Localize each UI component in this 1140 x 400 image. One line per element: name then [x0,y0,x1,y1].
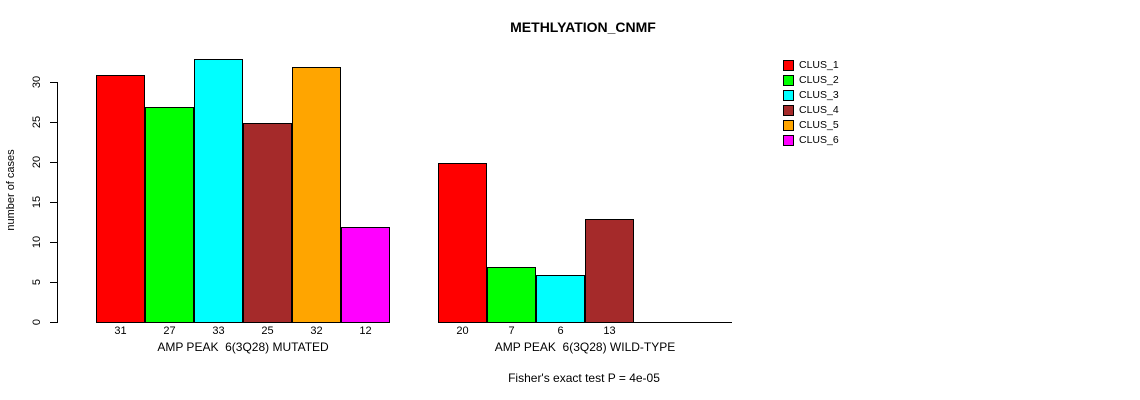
y-tick [50,282,57,283]
bar [341,227,390,323]
bar [243,123,292,323]
y-tick [50,82,57,83]
y-tick-label: 5 [31,278,43,286]
legend-label: CLUS_2 [799,74,839,87]
zero-bar [634,322,683,323]
footnote: Fisher's exact test P = 4e-05 [508,371,660,385]
bar-value-label: 13 [603,325,616,337]
legend-label: CLUS_4 [799,104,839,117]
y-axis-line [57,82,58,323]
bar [194,59,243,323]
chart-title: METHLYATION_CNMF [510,19,656,35]
y-tick-label: 25 [31,115,43,129]
legend-swatch [783,90,794,101]
bar [145,107,194,323]
legend-swatch [783,135,794,146]
y-tick [50,162,57,163]
bar-value-label: 33 [212,325,225,337]
legend: CLUS_1 CLUS_2 CLUS_3 CLUS_4 CLUS_5 CLUS_6 [783,58,839,148]
legend-label: CLUS_5 [799,119,839,132]
legend-swatch [783,60,794,71]
bar-value-label: 12 [359,325,372,337]
y-tick-label: 30 [31,75,43,89]
legend-item: CLUS_6 [783,133,839,148]
bar-value-label: 31 [114,325,127,337]
zero-bar [683,322,732,323]
bar [585,219,634,323]
y-tick [50,322,57,323]
y-tick-label: 20 [31,155,43,169]
legend-label: CLUS_1 [799,59,839,72]
bar-value-label: 6 [557,325,564,337]
legend-item: CLUS_2 [783,73,839,88]
legend-swatch [783,75,794,86]
legend-item: CLUS_1 [783,58,839,73]
legend-item: CLUS_5 [783,118,839,133]
bar [487,267,536,323]
bar-value-label: 7 [508,325,515,337]
y-tick [50,202,57,203]
bar [536,275,585,323]
bar-value-label: 27 [163,325,176,337]
bar [438,163,487,323]
y-tick [50,122,57,123]
legend-item: CLUS_4 [783,103,839,118]
legend-label: CLUS_6 [799,134,839,147]
legend-item: CLUS_3 [783,88,839,103]
group-label: AMP PEAK 6(3Q28) MUTATED [157,340,329,354]
legend-swatch [783,120,794,131]
y-tick [50,242,57,243]
legend-label: CLUS_3 [799,89,839,102]
y-tick-label: 0 [31,318,43,326]
bar-value-label: 32 [310,325,323,337]
bar [292,67,341,323]
y-tick-label: 15 [31,195,43,209]
bar-value-label: 25 [261,325,274,337]
legend-swatch [783,105,794,116]
group-label: AMP PEAK 6(3Q28) WILD-TYPE [494,340,676,354]
y-tick-label: 10 [31,235,43,249]
bar-value-label: 20 [456,325,469,337]
bar [96,75,145,323]
